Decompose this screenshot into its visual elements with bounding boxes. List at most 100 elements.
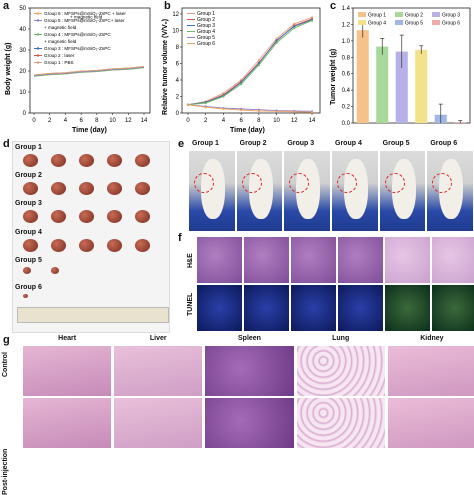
- g-row-label: Control: [2, 352, 9, 377]
- c-ytick-label: 0.0: [342, 121, 351, 127]
- d-group-label: Group 6: [15, 284, 42, 291]
- b-ytick-label: 2: [176, 95, 180, 101]
- he-stain-image: [243, 236, 290, 284]
- a-ytick-label: 0: [23, 111, 27, 117]
- a-series-line: [34, 66, 144, 75]
- panel-c-chart: 0.00.20.40.60.81.01.21.4 Group 1 Group 2G…: [325, 0, 474, 135]
- b-data-point: [205, 102, 207, 104]
- b-xtick-label: 6: [239, 118, 243, 124]
- e-group-label: Group 2: [240, 140, 267, 147]
- b-xtick-label: 0: [186, 118, 190, 124]
- c-bar: [376, 47, 388, 123]
- organ-histology-image: [204, 345, 294, 397]
- b-ytick-label: 8: [176, 45, 180, 51]
- organ-histology-image: [387, 397, 474, 449]
- tunel-stain-image: [337, 284, 384, 332]
- panel-e-letter: e: [178, 138, 184, 150]
- tumor-circle-marker: [194, 173, 214, 193]
- g-row-label: Post-injection: [2, 449, 9, 495]
- b-data-point: [275, 110, 277, 112]
- b-xtick-label: 4: [222, 118, 226, 124]
- panel-a-xlabel: Time (day): [72, 127, 107, 134]
- d-group-label: Group 4: [15, 229, 42, 236]
- a-ytick-label: 40: [19, 27, 26, 33]
- c-legend-entry: Group 3: [442, 13, 460, 19]
- g-organ-label: Heart: [22, 335, 112, 342]
- c-ytick-label: 0.4: [342, 88, 351, 94]
- b-data-point: [258, 64, 260, 66]
- c-ytick-label: 1.2: [342, 22, 351, 28]
- tumor-specimen: [51, 267, 59, 274]
- a-xtick-label: 10: [109, 118, 116, 124]
- b-xtick-label: 2: [204, 118, 208, 124]
- tumor-specimen: [23, 210, 38, 223]
- g-organ-label: Liver: [113, 335, 203, 342]
- e-group-label: Group 3: [287, 140, 314, 147]
- tumor-specimen: [23, 154, 38, 167]
- b-ytick-label: 4: [176, 78, 180, 84]
- tumor-specimen: [51, 239, 66, 252]
- organ-histology-image: [204, 397, 294, 449]
- a-ytick-label: 30: [19, 48, 26, 54]
- he-stain-image: [196, 236, 243, 284]
- a-legend-entry: Group 5 : MFSPs@mSiO₂-ZnPC+ laser: [44, 18, 125, 23]
- tunel-stain-image: [290, 284, 337, 332]
- he-stain-image: [431, 236, 474, 284]
- a-xtick-label: 8: [95, 118, 99, 124]
- g-organ-label: Spleen: [204, 335, 294, 342]
- b-data-point: [293, 27, 295, 29]
- panel-d-letter: d: [3, 138, 10, 150]
- organ-histology-image: [22, 397, 112, 449]
- b-ytick-label: 6: [176, 62, 180, 68]
- tumor-photo: Group 1 Group 2 Group 3 Group 4 Group 5 Group…: [12, 141, 170, 333]
- tumor-specimen: [107, 154, 122, 167]
- he-stain-image: [337, 236, 384, 284]
- e-group-label: Group 4: [335, 140, 362, 147]
- b-data-point: [240, 83, 242, 85]
- organ-histology-image: [296, 345, 386, 397]
- b-ytick-label: 0: [176, 111, 180, 117]
- organ-histology-image: [113, 345, 203, 397]
- ruler: [17, 307, 169, 323]
- histology-tumor: H&E TUNEL: [188, 232, 474, 334]
- tumor-circle-marker: [337, 173, 357, 193]
- a-xtick-label: 0: [32, 118, 36, 124]
- a-xtick-label: 4: [64, 118, 68, 124]
- g-organ-label: Lung: [296, 335, 386, 342]
- e-group-label: Group 1: [192, 140, 219, 147]
- tumor-specimen: [23, 239, 38, 252]
- f-row-label: H&E: [187, 253, 194, 268]
- a-legend-entry: + magnetic field: [44, 39, 77, 44]
- b-data-point: [311, 20, 313, 22]
- panel-a-ylabel: Body weight (g): [5, 43, 12, 96]
- tumor-specimen: [107, 182, 122, 195]
- panel-a-legend: Group 6 : MFSPs@mSiO₂-ZnPC + laser+ magn…: [34, 11, 126, 65]
- tunel-stain-image: [431, 284, 474, 332]
- tumor-specimen: [51, 182, 66, 195]
- a-legend-entry: Group 1 : PBS: [44, 60, 74, 65]
- tumor-specimen: [79, 239, 94, 252]
- tumor-specimen: [23, 294, 28, 298]
- c-ytick-label: 0.6: [342, 72, 351, 78]
- tumor-specimen: [79, 154, 94, 167]
- organ-histology-image: [113, 397, 203, 449]
- c-ytick-label: 1.4: [342, 6, 351, 12]
- tumor-circle-marker: [242, 173, 262, 193]
- tumor-specimen: [79, 210, 94, 223]
- panel-f-letter: f: [178, 232, 182, 244]
- e-group-label: Group 6: [430, 140, 457, 147]
- panel-g-letter: g: [3, 334, 10, 346]
- b-data-point: [293, 111, 295, 113]
- a-ytick-label: 10: [19, 90, 26, 96]
- he-stain-image: [290, 236, 337, 284]
- tumor-specimen: [107, 210, 122, 223]
- c-legend-entry: Group 4: [368, 21, 386, 27]
- b-data-point: [275, 42, 277, 44]
- mouse-photo: [331, 150, 379, 232]
- he-stain-image: [384, 236, 431, 284]
- mouse-photo: [188, 150, 236, 232]
- a-ytick-label: 50: [19, 6, 26, 12]
- mouse-photo: [426, 150, 474, 232]
- a-legend-entry: + magnetic field: [44, 25, 77, 30]
- b-xtick-label: 12: [291, 118, 298, 124]
